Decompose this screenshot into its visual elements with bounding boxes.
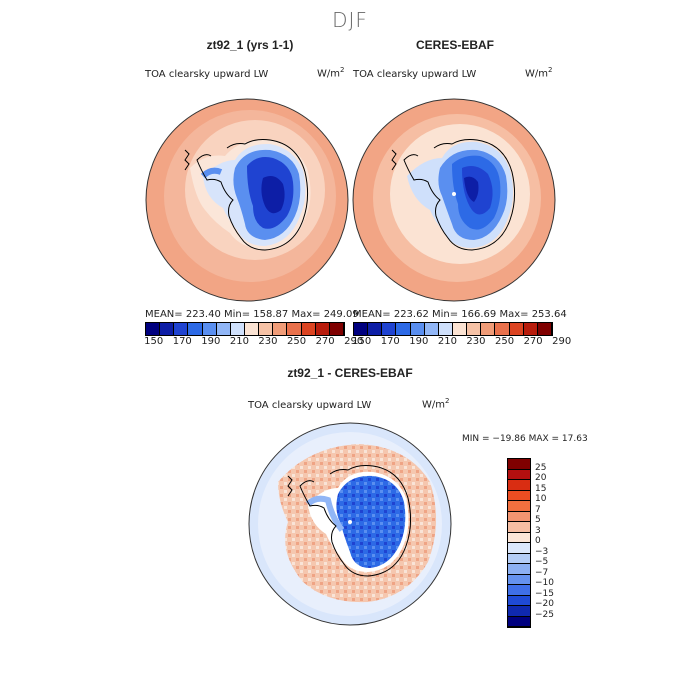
colorbar-tick-label: 150 xyxy=(352,336,372,347)
diff-colorbar-label: 7 xyxy=(535,504,541,515)
diff-stats: MIN = −19.86 MAX = 17.63 xyxy=(462,434,588,444)
colorbar-swatch xyxy=(230,323,245,335)
colorbar-tick-label: 170 xyxy=(380,336,400,347)
colorbar-swatch xyxy=(174,323,189,335)
colorbar-tick-label: 250 xyxy=(287,336,307,347)
diff-colorbar-label: −7 xyxy=(535,567,549,578)
obs-polar-map xyxy=(352,98,556,302)
diff-colorbar-label: −25 xyxy=(535,609,554,620)
colorbar-tick-label: 270 xyxy=(523,336,543,347)
colorbar-swatch xyxy=(410,323,425,335)
diff-colorbar-label: 0 xyxy=(535,536,541,546)
colorbar-tick-label: 190 xyxy=(201,336,221,347)
diff-colorbar-swatch xyxy=(508,585,530,596)
colorbar-swatch xyxy=(382,323,397,335)
diff-colorbar-label: 20 xyxy=(535,473,547,483)
diff-colorbar-swatch xyxy=(508,543,530,554)
colorbar-swatch xyxy=(368,323,383,335)
colorbar-swatch xyxy=(424,323,439,335)
colorbar-swatch xyxy=(287,323,302,335)
diff-polar-map xyxy=(248,422,452,626)
colorbar-swatch xyxy=(188,323,203,335)
diff-colorbar-swatch xyxy=(508,606,530,617)
model-stats: MEAN= 223.40 Min= 158.87 Max= 249.09 xyxy=(145,309,359,320)
model-units-label: W/m2 xyxy=(317,66,345,80)
obs-stats: MEAN= 223.62 Min= 166.69 Max= 253.64 xyxy=(353,309,567,320)
colorbar-swatch xyxy=(202,323,217,335)
model-colorbar xyxy=(145,322,345,336)
diff-colorbar-label: 3 xyxy=(535,525,541,536)
colorbar-tick-label: 150 xyxy=(144,336,164,347)
colorbar-tick-label: 290 xyxy=(552,336,572,347)
diff-colorbar-swatch xyxy=(508,574,530,585)
diff-colorbar-swatch xyxy=(508,480,530,491)
diff-colorbar-label: 10 xyxy=(535,494,547,504)
colorbar-swatch xyxy=(329,323,344,335)
colorbar-swatch xyxy=(216,323,231,335)
colorbar-swatch xyxy=(481,323,496,335)
colorbar-swatch xyxy=(315,323,330,335)
diff-colorbar-swatch xyxy=(508,501,530,512)
colorbar-swatch xyxy=(273,323,288,335)
colorbar-tick-label: 210 xyxy=(229,336,249,347)
colorbar-tick-label: 170 xyxy=(172,336,192,347)
diff-colorbar-label: −15 xyxy=(535,588,554,599)
obs-units-label: W/m2 xyxy=(525,66,553,80)
diff-colorbar-label: 15 xyxy=(535,483,547,494)
colorbar-swatch xyxy=(452,323,468,335)
colorbar-tick-label: 190 xyxy=(409,336,429,347)
colorbar-swatch xyxy=(495,323,510,335)
diff-colorbar-label: −5 xyxy=(535,557,549,567)
colorbar-swatch xyxy=(160,323,175,335)
diff-colorbar-swatch xyxy=(508,490,530,501)
colorbar-swatch xyxy=(354,323,369,335)
model-variable-label: TOA clearsky upward LW xyxy=(145,69,269,80)
colorbar-swatch xyxy=(438,323,453,335)
diff-colorbar-label: 5 xyxy=(535,515,541,525)
model-polar-map xyxy=(145,98,349,302)
colorbar-swatch xyxy=(509,323,524,335)
diff-colorbar-swatch xyxy=(508,459,530,470)
diff-variable-label: TOA clearsky upward LW xyxy=(248,400,372,411)
colorbar-tick-label: 250 xyxy=(495,336,515,347)
diff-colorbar-swatch xyxy=(508,532,530,543)
colorbar-swatch xyxy=(301,323,316,335)
diff-colorbar-labels: 25 20 15 10 7 5 3 0 −3 −5 −7 −10 −15 −20 −25 xyxy=(535,458,575,628)
diff-colorbar-swatch xyxy=(508,469,530,480)
diff-colorbar-swatch xyxy=(508,595,530,606)
colorbar-swatch xyxy=(244,323,260,335)
diff-panel-title: zt92_1 - CERES-EBAF xyxy=(287,366,413,380)
diff-colorbar xyxy=(507,458,531,628)
diff-colorbar-label: −3 xyxy=(535,546,549,557)
figure-title: DJF xyxy=(332,8,368,32)
diff-colorbar-swatch xyxy=(508,553,530,564)
diff-colorbar-swatch xyxy=(508,564,530,575)
obs-panel-title: CERES-EBAF xyxy=(415,38,494,52)
diff-colorbar-label: −10 xyxy=(535,578,554,588)
colorbar-tick-label: 290 xyxy=(344,336,364,347)
obs-colorbar xyxy=(353,322,553,336)
colorbar-swatch xyxy=(537,323,552,335)
model-panel-title: zt92_1 (yrs 1-1) xyxy=(206,38,294,52)
colorbar-swatch xyxy=(146,323,161,335)
colorbar-swatch xyxy=(467,323,482,335)
diff-colorbar-label: 25 xyxy=(535,462,547,473)
diff-colorbar-swatch xyxy=(508,511,530,522)
obs-variable-label: TOA clearsky upward LW xyxy=(353,69,477,80)
colorbar-swatch xyxy=(523,323,538,335)
colorbar-tick-label: 210 xyxy=(437,336,457,347)
colorbar-swatch xyxy=(396,323,411,335)
diff-units-label: W/m2 xyxy=(422,397,450,411)
colorbar-swatch xyxy=(259,323,274,335)
diff-colorbar-swatch xyxy=(508,522,530,533)
colorbar-tick-label: 230 xyxy=(258,336,278,347)
diff-colorbar-swatch xyxy=(508,616,530,627)
colorbar-tick-label: 270 xyxy=(315,336,335,347)
colorbar-tick-label: 230 xyxy=(466,336,486,347)
diff-colorbar-label: −20 xyxy=(535,599,554,609)
